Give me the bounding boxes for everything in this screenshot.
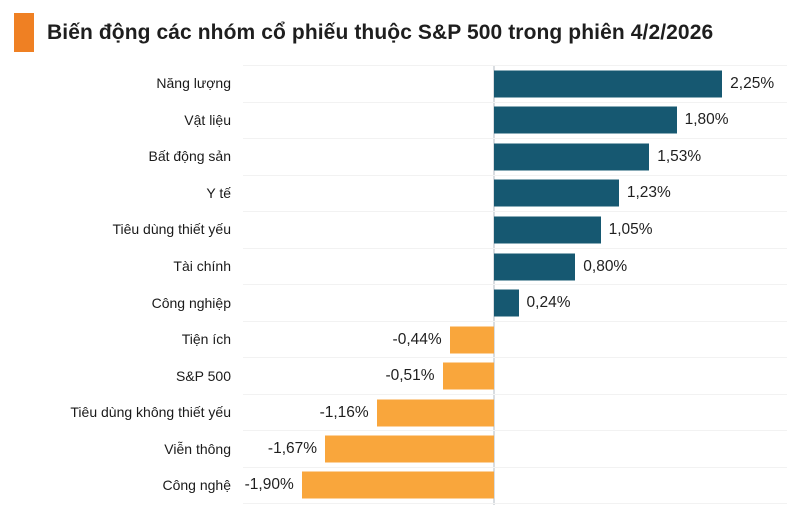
value-label: 2,25%: [730, 74, 775, 92]
bar-row: Tiêu dùng không thiết yếu -1,16%: [0, 393, 787, 431]
category-label: Tiêu dùng thiết yếu: [112, 221, 231, 238]
bar: [494, 143, 650, 171]
chart-header: Biến động các nhóm cổ phiếu thuộc S&P 50…: [0, 0, 787, 52]
value-label: 1,23%: [626, 184, 671, 202]
category-label: Tiện ích: [181, 331, 231, 348]
bar: [325, 435, 495, 463]
bar: [301, 471, 495, 499]
row-plot-area: 1,05%: [243, 211, 787, 248]
bar: [442, 362, 495, 390]
category-label: Bất động sản: [148, 148, 231, 165]
bar: [494, 216, 601, 244]
bar-row: Công nghệ -1,90%: [0, 467, 787, 504]
bar: [494, 106, 677, 134]
bar: [494, 179, 619, 207]
value-label: 1,53%: [657, 147, 702, 165]
bar-rows: Năng lượng 2,25% Vật liệu 1,80% Bất động…: [0, 65, 787, 504]
bar: [494, 253, 576, 280]
title-accent-bar: [14, 13, 34, 52]
bar-row: Tiêu dùng thiết yếu 1,05%: [0, 211, 787, 248]
row-plot-area: 1,23%: [243, 174, 787, 212]
bar-row: Tài chính 0,80%: [0, 247, 787, 285]
category-label: Vật liệu: [184, 111, 231, 128]
bar-row: Viễn thông -1,67%: [0, 430, 787, 467]
value-label: -1,90%: [244, 476, 294, 494]
category-label: Tiêu dùng không thiết yếu: [70, 404, 231, 421]
category-label: Viễn thông: [164, 440, 231, 457]
category-label: Tài chính: [173, 258, 231, 274]
bar-row: Bất động sản 1,53%: [0, 138, 787, 175]
row-plot-area: 0,80%: [243, 247, 787, 285]
bar-row: Năng lượng 2,25%: [0, 65, 787, 102]
value-label: -1,67%: [267, 440, 318, 458]
bar-row: Y tế 1,23%: [0, 174, 787, 212]
bar: [494, 70, 723, 98]
value-label: -0,51%: [385, 367, 435, 385]
category-label: S&P 500: [175, 367, 231, 384]
bar-row: S&P 500 -0,51%: [0, 357, 787, 394]
category-label: Năng lượng: [156, 75, 231, 92]
row-plot-area: 1,53%: [243, 138, 787, 175]
bar: [376, 399, 495, 427]
value-label: -0,44%: [392, 330, 442, 348]
category-label: Công nghệ: [162, 477, 231, 494]
bar: [449, 326, 495, 354]
bar-row: Tiện ích -0,44%: [0, 320, 787, 358]
row-plot-area: -1,67%: [243, 430, 787, 467]
value-label: 1,80%: [684, 111, 729, 129]
row-plot-area: 0,24%: [243, 284, 787, 321]
value-label: 0,80%: [583, 257, 628, 275]
row-plot-area: -1,16%: [243, 393, 787, 431]
category-label: Y tế: [206, 184, 231, 201]
row-plot-area: -0,44%: [243, 320, 787, 358]
row-plot-area: 2,25%: [243, 65, 787, 102]
bar-chart: Năng lượng 2,25% Vật liệu 1,80% Bất động…: [0, 65, 787, 505]
row-plot-area: -0,51%: [243, 357, 787, 394]
bar: [494, 289, 519, 317]
value-label: -1,16%: [319, 403, 369, 421]
bar-row: Vật liệu 1,80%: [0, 101, 787, 139]
chart-title: Biến động các nhóm cổ phiếu thuộc S&P 50…: [47, 21, 714, 44]
value-label: 1,05%: [608, 220, 653, 238]
row-plot-area: -1,90%: [243, 467, 787, 504]
category-label: Công nghiệp: [151, 294, 231, 311]
bar-row: Công nghiệp 0,24%: [0, 284, 787, 321]
value-label: 0,24%: [526, 294, 571, 312]
row-plot-area: 1,80%: [243, 101, 787, 139]
